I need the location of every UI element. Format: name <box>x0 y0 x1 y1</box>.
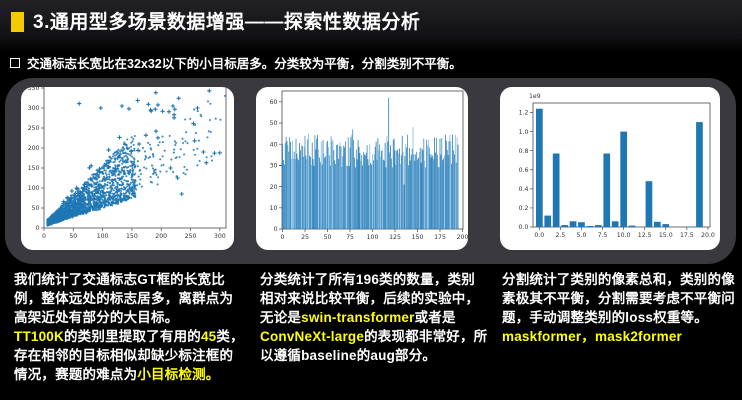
chart-card-class-counts: 0 25 50 75 100 125 150 175 200 0 10 20 30 40 50 60 <box>256 87 468 250</box>
svg-text:150: 150 <box>28 165 40 172</box>
svg-text:0.0: 0.0 <box>519 224 529 231</box>
svg-text:1.0: 1.0 <box>519 129 529 136</box>
svg-text:100: 100 <box>28 185 40 192</box>
svg-text:100: 100 <box>97 233 109 240</box>
svg-text:0: 0 <box>36 225 40 232</box>
svg-text:5.0: 5.0 <box>577 232 587 239</box>
note-segment: 我们统计了交通标志GT框的长宽比例，整体远处的标志居多，离群点为高架近处有部分的… <box>14 272 234 325</box>
svg-text:2.5: 2.5 <box>555 232 565 239</box>
note-segment: 类，存在相邻的目标相似却缺少标注框的情况，赛题的难点为 <box>14 329 244 382</box>
note-segment: swin-transformer <box>301 310 415 325</box>
subtitle-square-icon <box>10 57 20 68</box>
title-bullet-square <box>11 12 24 32</box>
svg-text:0: 0 <box>274 226 278 233</box>
svg-text:100: 100 <box>367 234 379 241</box>
svg-text:10: 10 <box>270 205 278 212</box>
svg-text:7.5: 7.5 <box>598 232 608 239</box>
svg-text:200: 200 <box>457 234 468 241</box>
note-segmentation-analysis: 分割统计了类别的像素总和，类别的像素极其不平衡，分割需要考虑不平衡问题，手动调整… <box>502 270 738 346</box>
svg-text:75: 75 <box>346 234 354 241</box>
svg-text:0.4: 0.4 <box>519 186 529 193</box>
note-segment: 分类统计了所有196类的数量，类别相对来说比较平衡，后续的实验中，无论是 <box>260 272 480 325</box>
svg-text:0.2: 0.2 <box>519 205 529 212</box>
svg-text:10.0: 10.0 <box>617 232 631 239</box>
svg-text:350: 350 <box>28 87 40 92</box>
scatter-chart-gt-box-aspect: 0 50 100 150 200 250 300 0 50 100 150 200 250 300 350 <box>28 87 227 240</box>
svg-text:20.0: 20.0 <box>701 232 715 239</box>
note-segment: maskformer，mask2former <box>502 329 682 344</box>
charts-panel: 0 50 100 150 200 250 300 0 50 100 150 200 250 300 350 … <box>5 78 736 264</box>
svg-text:40: 40 <box>270 141 278 148</box>
svg-text:1.2: 1.2 <box>519 110 529 117</box>
note-detection-analysis: 我们统计了交通标志GT框的长宽比例，整体远处的标志居多，离群点为高架近处有部分的… <box>14 270 244 384</box>
svg-text:50: 50 <box>324 234 332 241</box>
svg-text:0.8: 0.8 <box>519 148 529 155</box>
svg-text:17.5: 17.5 <box>680 232 694 239</box>
note-segment: 45 <box>200 329 217 344</box>
note-segment: 的表现都非常好，所以遵循baseline的aug部分。 <box>260 329 488 363</box>
svg-text:300: 300 <box>214 233 226 240</box>
bar-chart-196-class-counts: 0 25 50 75 100 125 150 175 200 0 10 20 30 40 50 60 <box>270 90 468 241</box>
svg-text:25: 25 <box>301 234 309 241</box>
note-classification-analysis: 分类统计了所有196类的数量，类别相对来说比较平衡，后续的实验中，无论是swin… <box>260 270 488 365</box>
svg-text:12.5: 12.5 <box>638 232 652 239</box>
svg-text:200: 200 <box>28 145 40 152</box>
note-segment: 的类别里提取了有用的 <box>63 329 201 344</box>
chart-card-scatter: 0 50 100 150 200 250 300 0 50 100 150 200 250 300 350 <box>21 87 234 250</box>
svg-text:150: 150 <box>412 234 424 241</box>
svg-text:200: 200 <box>155 233 167 240</box>
bar-chart-segmentation-pixel-sums: 1e9 0.0 2.5 5.0 7.5 10.0 12.5 15.0 17.5 20.0 0.0 0.… <box>519 93 715 239</box>
svg-text:0: 0 <box>42 233 46 240</box>
note-segment: 小目标检测。 <box>137 367 220 382</box>
slide-title: 3.通用型多场景数据增强——探索性数据分析 <box>33 12 421 33</box>
svg-text:250: 250 <box>185 233 197 240</box>
svg-text:175: 175 <box>434 234 446 241</box>
svg-text:50: 50 <box>69 233 77 240</box>
svg-text:0.6: 0.6 <box>519 167 529 174</box>
svg-text:1e9: 1e9 <box>529 93 541 100</box>
svg-text:250: 250 <box>28 125 40 132</box>
svg-text:50: 50 <box>270 120 278 127</box>
svg-text:125: 125 <box>389 234 401 241</box>
svg-text:0.0: 0.0 <box>534 232 544 239</box>
note-segment: TT100K <box>14 329 64 344</box>
subtitle-row: 交通标志长宽比在32x32以下的小目标居多。分类较为平衡，分割类别不平衡。 <box>10 53 462 72</box>
header-band <box>0 0 742 52</box>
svg-text:150: 150 <box>126 233 138 240</box>
chart-card-pixel-sums: 1e9 0.0 2.5 5.0 7.5 10.0 12.5 15.0 17.5 20.0 0.0 0.… <box>500 87 720 250</box>
svg-text:15.0: 15.0 <box>659 232 673 239</box>
note-segment: ConvNeXt-large <box>260 329 365 344</box>
svg-text:0: 0 <box>281 234 285 241</box>
note-segment: 或者是 <box>414 310 456 325</box>
svg-text:20: 20 <box>270 184 278 191</box>
svg-text:50: 50 <box>32 205 40 212</box>
svg-text:30: 30 <box>270 163 278 170</box>
slide-subtitle: 交通标志长宽比在32x32以下的小目标居多。分类较为平衡，分割类别不平衡。 <box>27 57 462 71</box>
svg-text:300: 300 <box>28 105 40 112</box>
note-segment: 分割统计了类别的像素总和，类别的像素极其不平衡，分割需要考虑不平衡问题，手动调整… <box>502 272 735 325</box>
svg-text:60: 60 <box>270 99 278 106</box>
